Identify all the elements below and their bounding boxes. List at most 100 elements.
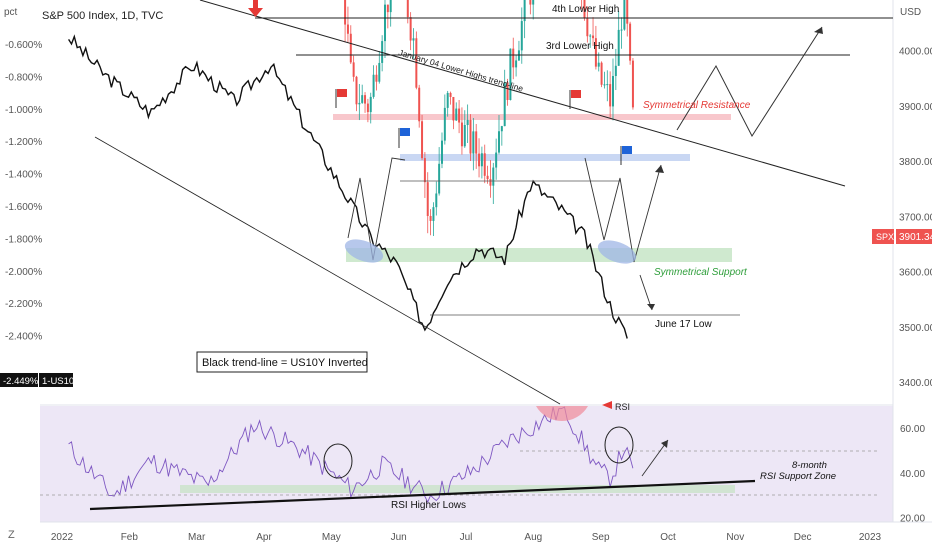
- january04-lower-highs-trend-line: [199, 0, 846, 187]
- rsi-support-zone-label-1: 8-month: [792, 460, 827, 471]
- pct-tick-label: -1.200%: [5, 137, 42, 148]
- time-tick-label: Apr: [256, 532, 272, 543]
- rsi-support-zone-label-2: RSI Support Zone: [760, 471, 836, 482]
- candle-body: [478, 153, 481, 167]
- rsi-peak-circle: [536, 406, 588, 422]
- candle-body: [415, 38, 418, 88]
- time-tick-label: Nov: [726, 532, 744, 543]
- candle-body: [372, 74, 375, 97]
- candle-body: [512, 48, 515, 68]
- support-touch-ellipse-1: [344, 239, 384, 263]
- fractal-path-2: [584, 157, 662, 263]
- price-tick-label: 4100.00: [899, 0, 932, 2]
- candle-body: [426, 182, 429, 216]
- time-tick-label: Mar: [188, 532, 206, 543]
- pct-tick-label: -1.400%: [5, 170, 42, 181]
- price-tick-label: 3500.00: [899, 323, 932, 334]
- candle-body: [600, 62, 603, 85]
- candle-body: [631, 60, 634, 108]
- candle-body: [489, 179, 492, 186]
- pct-tick-label: -1.000%: [5, 105, 42, 116]
- time-tick-label: Oct: [660, 532, 676, 543]
- candle-body: [603, 84, 606, 86]
- candle-body: [495, 152, 498, 168]
- price-tick-label: 3400.00: [899, 378, 932, 389]
- candle-body: [515, 60, 518, 68]
- candle-body: [440, 140, 443, 164]
- candle-body: [432, 207, 435, 221]
- candle-body: [344, 0, 347, 25]
- candle-body: [609, 84, 612, 107]
- blue-flag-1: [398, 128, 410, 148]
- spx-symbol-badge: [872, 229, 894, 244]
- candle-body: [586, 17, 589, 37]
- candle-body: [620, 29, 623, 31]
- rsi-higher-lows-line: [89, 479, 756, 511]
- support-touch-ellipse-2: [597, 240, 637, 264]
- candle-body: [423, 158, 426, 183]
- candle-body: [469, 119, 472, 154]
- projection-path: [676, 26, 823, 137]
- time-tick-label: Sep: [592, 532, 610, 543]
- candle-body: [529, 0, 532, 5]
- candle-body: [418, 87, 421, 122]
- candle-body: [486, 175, 489, 180]
- candle-body: [480, 153, 483, 167]
- candle-body: [349, 33, 352, 63]
- us10y-channel-line: [94, 136, 561, 405]
- price-tick-label: 3900.00: [899, 102, 932, 113]
- candle-body: [592, 35, 595, 39]
- candle-body: [458, 108, 461, 123]
- candle-body: [352, 62, 355, 77]
- symbol-title: S&P 500 Index, 1D, TVC: [42, 10, 163, 22]
- candle-body: [614, 65, 617, 77]
- time-tick-label: May: [322, 532, 341, 543]
- rsi-tick-label: 20.00: [900, 514, 925, 525]
- candle-body: [497, 131, 500, 153]
- pct-tick-label: -1.600%: [5, 202, 42, 213]
- candle-body: [358, 102, 361, 105]
- candle-body: [606, 84, 609, 86]
- candle-body: [438, 163, 441, 194]
- time-tick-label: 2023: [859, 532, 882, 543]
- time-tick-label: Jul: [460, 532, 473, 543]
- candle-body: [375, 74, 378, 82]
- candle-body: [446, 92, 449, 108]
- candle-body: [421, 121, 424, 159]
- blue-flag-2: [620, 146, 632, 165]
- fourth-lower-high-label: 4th Lower High: [552, 4, 619, 15]
- candle-body: [443, 107, 446, 141]
- us10y-label: 1-US10Y: [42, 376, 81, 387]
- price-axis-ticks: 4600.004500.004400.004300.004200.004100.…: [899, 0, 932, 389]
- rsi-circle-1: [323, 443, 353, 479]
- candle-body: [532, 0, 535, 5]
- candle-body: [386, 4, 389, 13]
- candle-body: [435, 193, 438, 208]
- red-flag-2: [569, 90, 581, 109]
- june17-low-label: June 17 Low: [655, 319, 712, 330]
- fractal-arrow-head: [655, 165, 664, 173]
- candle-body: [460, 122, 463, 147]
- candle-body: [617, 29, 620, 66]
- candle-body: [412, 38, 415, 41]
- price-tick-label: 3800.00: [899, 157, 932, 168]
- us10y-inverted-line: [68, 34, 628, 339]
- price-tick-label: 4000.00: [899, 47, 932, 58]
- candle-body: [466, 119, 469, 126]
- candle-body: [523, 0, 526, 22]
- candle-body: [449, 92, 452, 97]
- us10y-value-badge: [0, 373, 38, 387]
- candle-body: [389, 0, 392, 13]
- red-flag-1: [335, 89, 347, 108]
- candle-body: [483, 153, 486, 176]
- candle-body: [594, 38, 597, 67]
- time-tick-label: Feb: [121, 532, 139, 543]
- rsi-support-zone: [180, 485, 735, 493]
- symmetrical-resistance-label: Symmetrical Resistance: [643, 100, 751, 111]
- candle-body: [346, 24, 349, 34]
- candle-body: [623, 0, 626, 30]
- spx-symbol-label: SPX: [876, 232, 894, 242]
- zoom-icon[interactable]: Z: [8, 529, 15, 541]
- candle-body: [406, 0, 409, 18]
- pct-axis-ticks: -0.600% -0.800% -1.000% -1.200% -1.400% -1.60…: [5, 40, 42, 343]
